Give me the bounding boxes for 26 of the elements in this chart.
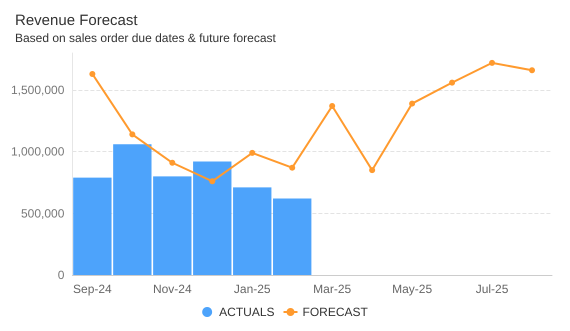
point	[409, 100, 416, 107]
legend-label: FORECAST	[302, 305, 369, 319]
y-tick-label: 500,000	[20, 206, 65, 220]
y-tick-label: 1,000,000	[10, 144, 65, 159]
point	[289, 164, 296, 171]
x-tick-label: Jul-25	[476, 282, 509, 296]
x-tick-label: Mar-25	[313, 282, 352, 296]
point	[369, 167, 376, 174]
x-tick-label: Nov-24	[152, 282, 192, 296]
point	[529, 67, 536, 74]
x-tick-label: Jan-25	[234, 282, 271, 296]
y-tick-label: 0	[58, 268, 65, 282]
legend-label: ACTUALS	[219, 305, 275, 319]
point	[489, 60, 496, 66]
point	[129, 131, 136, 138]
chart-title: Revenue Forecast	[15, 12, 138, 29]
y-tick-label: 1,500,000	[10, 83, 65, 97]
point	[329, 103, 336, 110]
point	[449, 80, 456, 86]
point	[169, 160, 176, 166]
x-tick-label: Sep-24	[73, 282, 112, 296]
point	[249, 150, 256, 156]
point	[209, 178, 216, 184]
point	[89, 70, 96, 77]
x-tick-label: May-25	[392, 282, 432, 296]
chart-subtitle: Based on sales order due dates & future forecast	[15, 31, 276, 45]
